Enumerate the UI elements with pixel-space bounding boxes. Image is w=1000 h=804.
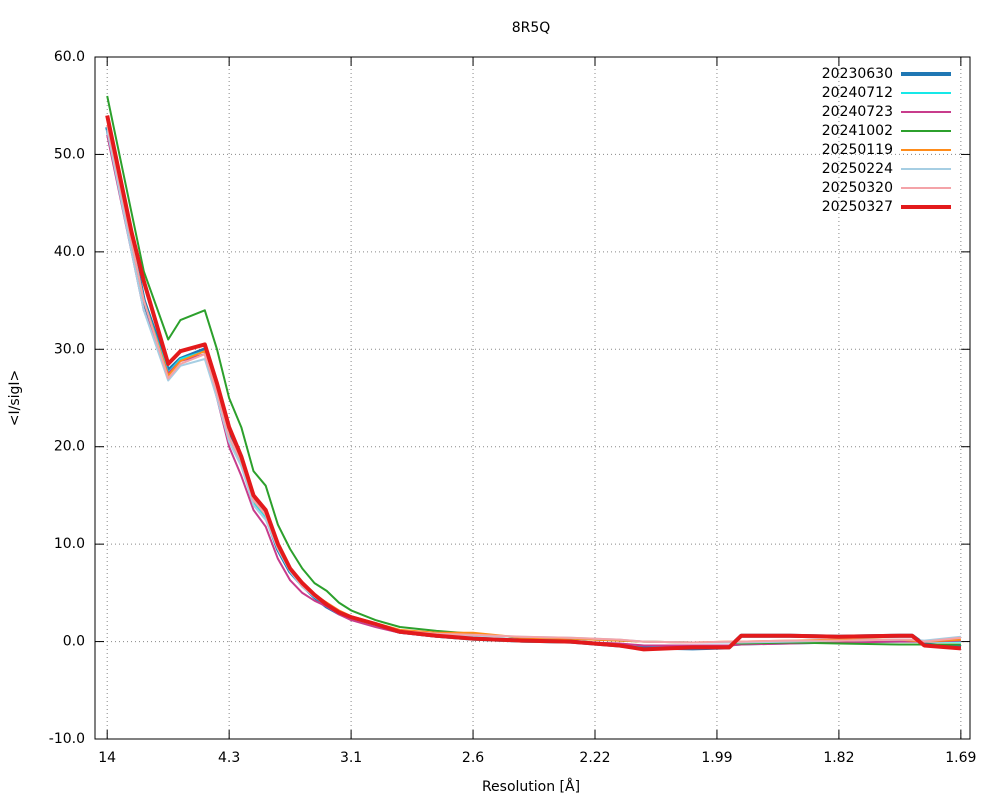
y-tick-label: 60.0 <box>54 49 85 65</box>
series-line <box>105 115 962 652</box>
legend-label: 20250320 <box>822 180 893 196</box>
y-tick-label: 40.0 <box>54 244 85 260</box>
legend-label: 20230630 <box>822 66 893 82</box>
x-axis-label: Resolution [Å] <box>482 778 580 795</box>
x-tick-label: 2.6 <box>462 750 484 766</box>
legend-label: 20250119 <box>822 142 893 158</box>
y-tick-label: 0.0 <box>63 634 85 650</box>
y-tick-label: 50.0 <box>54 146 85 162</box>
legend-label: 20240723 <box>822 104 893 120</box>
y-tick-label: 30.0 <box>54 341 85 357</box>
chart-title: 8R5Q <box>512 20 551 36</box>
series-line <box>106 95 961 646</box>
x-tick-label: 1.82 <box>823 750 854 766</box>
y-tick-label: 20.0 <box>54 439 85 455</box>
x-tick-label: 1.69 <box>945 750 976 766</box>
x-tick-label: 14 <box>98 750 116 766</box>
legend-label: 20250327 <box>822 199 893 215</box>
y-axis-label: <I/sigI> <box>7 370 23 427</box>
x-tick-label: 2.22 <box>579 750 610 766</box>
legend-label: 20241002 <box>822 123 893 139</box>
x-tick-label: 1.99 <box>701 750 732 766</box>
x-tick-label: 3.1 <box>340 750 362 766</box>
legend-label: 20240712 <box>822 85 893 101</box>
legend-label: 20250224 <box>822 161 893 177</box>
y-tick-label: -10.0 <box>49 731 85 747</box>
x-tick-label: 4.3 <box>218 750 240 766</box>
plot-frame <box>94 56 971 740</box>
y-tick-label: 10.0 <box>54 536 85 552</box>
